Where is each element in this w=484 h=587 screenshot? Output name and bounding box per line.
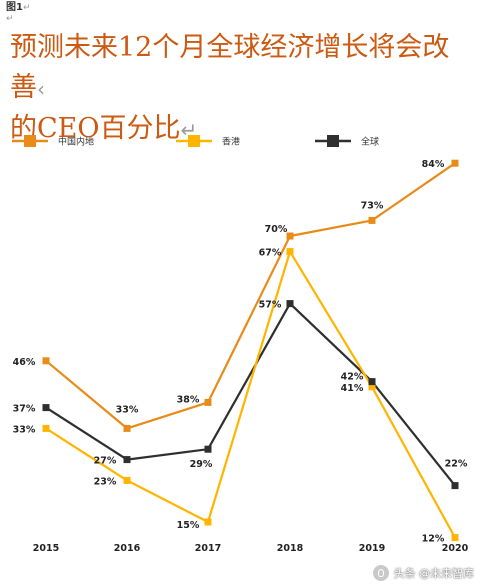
watermark-text: 头条 @未来智库 (393, 567, 475, 580)
x-tick-label-2020: 2020 (442, 543, 469, 554)
legend-marker-global (327, 135, 339, 147)
legend-marker-hongkong (188, 135, 200, 147)
chart-title-line1: 预测未来12个月全球经济增长将会改善 (10, 32, 450, 103)
data-label-hongkong-2016: 23% (94, 476, 117, 487)
data-point-mainland-2015 (42, 357, 50, 365)
data-label-hongkong-2017: 15% (177, 520, 200, 531)
data-point-global-2018 (286, 300, 294, 308)
watermark: 头条 @未来智库 (372, 565, 475, 581)
data-point-hongkong-2016 (123, 476, 131, 484)
data-point-hongkong-2015 (42, 424, 50, 432)
chart-title-line2: 的CEO百分比 (10, 113, 181, 144)
series-line-mainland (45, 162, 456, 430)
legend-label-mainland: 中国内地 (58, 136, 94, 148)
legend-marker-mainland (24, 135, 36, 147)
series-line-global (45, 302, 456, 487)
data-label-mainland-2017: 38% (177, 394, 200, 405)
data-point-global-2016 (123, 456, 131, 464)
data-labels: 46% 33% 38% 70% 73% 84% 33% 23% 15% 67% 41% 12% 37% 2… (13, 159, 468, 544)
data-point-mainland-2018 (286, 232, 294, 240)
data-point-global-2019 (368, 378, 376, 386)
series-line-hongkong (45, 250, 456, 539)
empty-paragraph-mark-icon: ↵ (6, 14, 14, 24)
data-label-hongkong-2015: 33% (13, 424, 36, 435)
data-label-mainland-2015: 46% (13, 357, 36, 368)
data-label-global-2019: 42% (341, 372, 364, 383)
figure-label: 图1↵ (6, 2, 31, 14)
x-axis-ticks: 2015 2016 2017 2018 2019 2020 (33, 543, 469, 554)
data-label-global-2016: 27% (94, 456, 117, 467)
x-tick-label-2015: 2015 (33, 543, 59, 554)
series-points (42, 159, 459, 542)
chart-legend: 中国内地 香港 全球 (12, 135, 379, 148)
data-point-mainland-2016 (123, 424, 131, 432)
legend-label-global: 全球 (361, 136, 379, 148)
data-point-global-2015 (42, 404, 50, 412)
data-label-global-2018: 57% (259, 300, 282, 311)
data-point-global-2017 (204, 445, 212, 453)
chart-title: 预测未来12个月全球经济增长将会改善‹ 的CEO百分比↵ (10, 28, 476, 150)
x-tick-label-2016: 2016 (114, 543, 141, 554)
data-label-global-2015: 37% (13, 404, 36, 415)
data-label-hongkong-2020: 12% (422, 534, 445, 545)
data-point-mainland-2017 (204, 398, 212, 406)
data-label-mainland-2016: 33% (116, 404, 139, 415)
data-point-hongkong-2017 (204, 518, 212, 526)
paragraph-mark-icon: ↵ (22, 3, 31, 13)
data-point-hongkong-2018 (286, 248, 294, 256)
data-label-mainland-2020: 84% (422, 159, 445, 170)
figure-label-text: 图1 (6, 2, 23, 13)
data-point-mainland-2020 (451, 159, 459, 167)
data-label-hongkong-2018: 67% (259, 248, 282, 259)
legend-label-hongkong: 香港 (222, 136, 240, 148)
series-lines (45, 162, 456, 539)
data-label-global-2017: 29% (190, 459, 213, 470)
toutiao-logo-icon (372, 565, 389, 581)
x-tick-label-2018: 2018 (277, 543, 304, 554)
x-tick-label-2019: 2019 (359, 543, 385, 554)
x-tick-label-2017: 2017 (195, 543, 221, 554)
data-point-hongkong-2019 (368, 383, 376, 391)
data-label-mainland-2019: 73% (361, 200, 384, 211)
data-label-hongkong-2019: 41% (341, 383, 364, 394)
data-point-mainland-2019 (368, 216, 376, 224)
data-label-global-2020: 22% (445, 459, 468, 470)
data-label-mainland-2018: 70% (265, 224, 288, 235)
data-point-global-2020 (451, 482, 459, 490)
title-line1-mark-icon: ‹ (37, 77, 45, 101)
data-point-hongkong-2020 (451, 534, 459, 542)
